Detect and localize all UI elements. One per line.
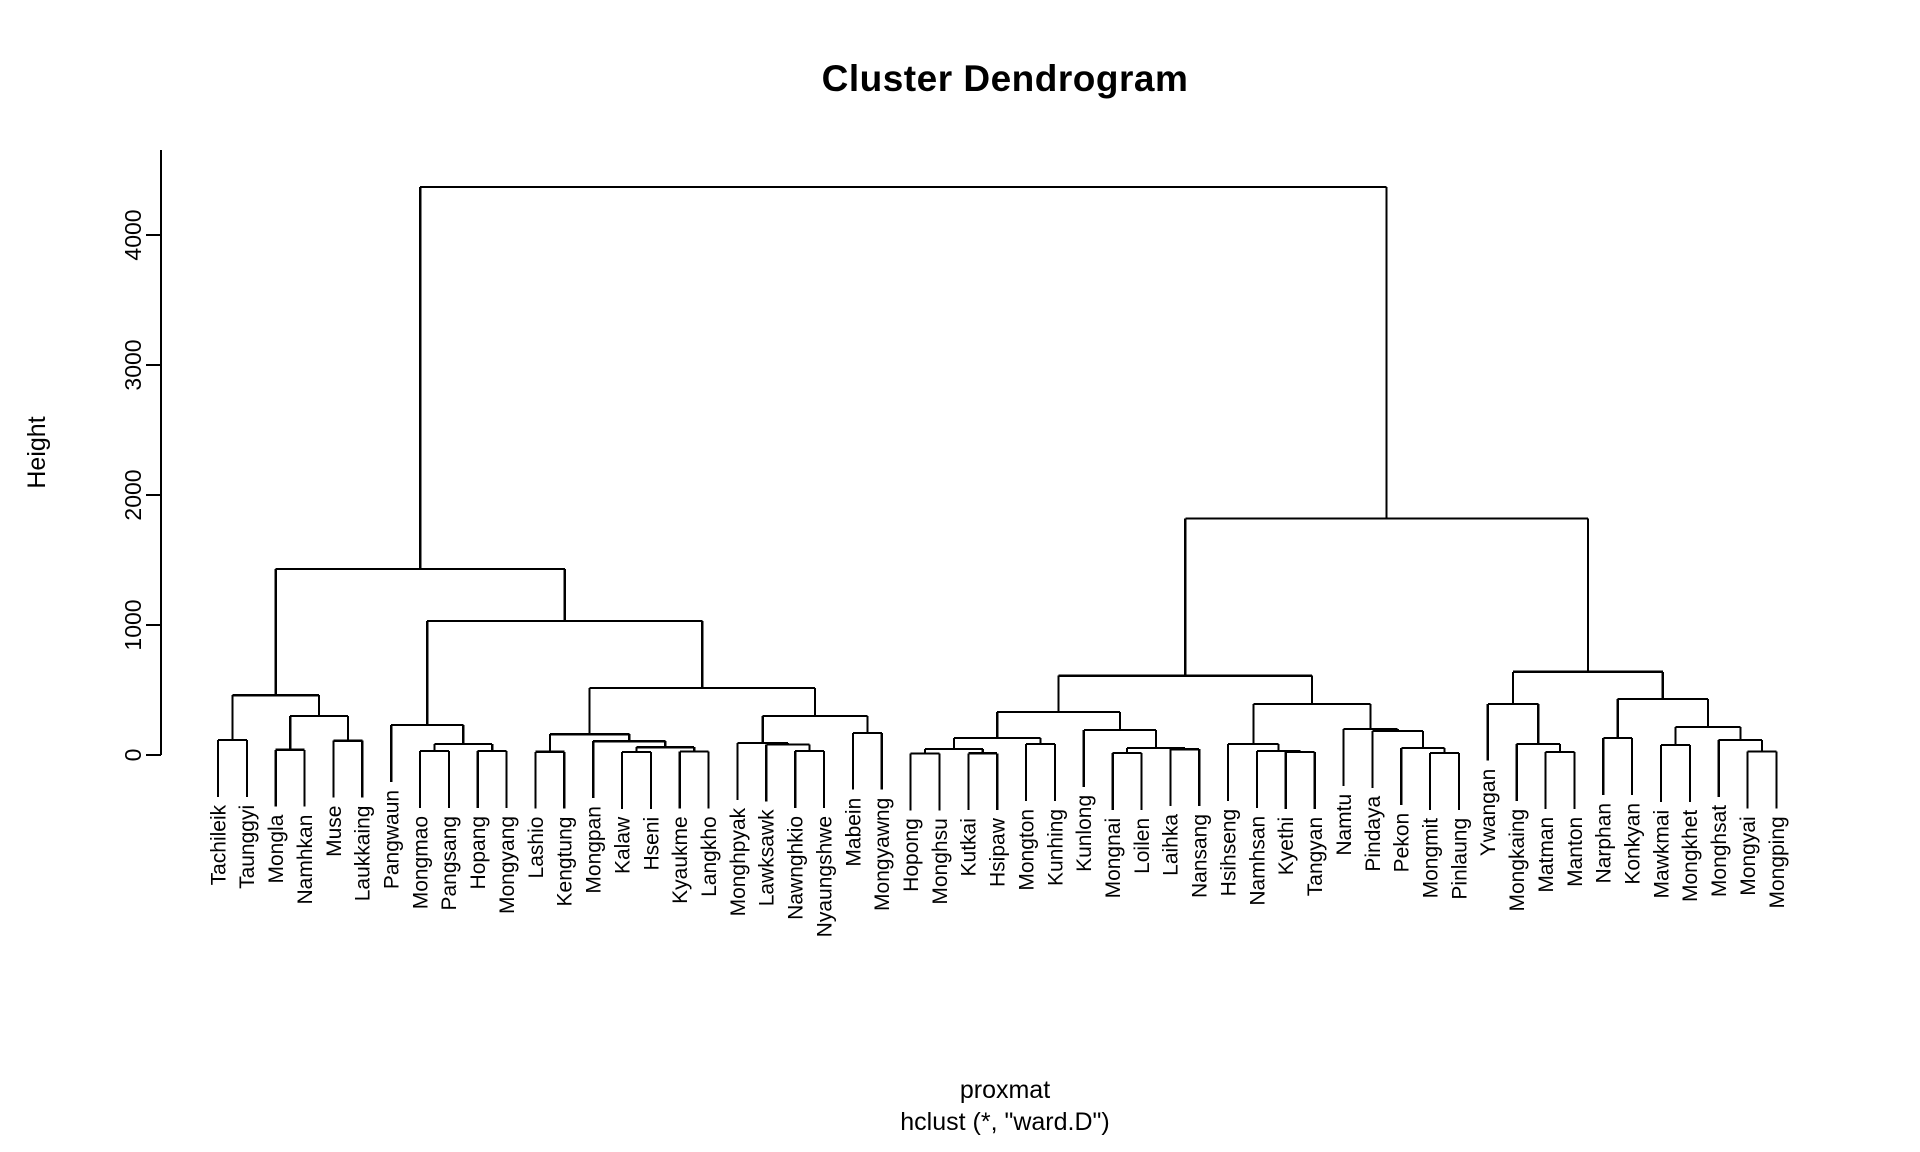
leaf-label: Narphan	[1593, 803, 1616, 884]
leaf-label: Pangwaun	[381, 790, 404, 889]
leaf-label: Lashio	[525, 817, 548, 879]
leaf-label: Hopang	[467, 816, 490, 890]
leaf-label: Mongkhet	[1679, 810, 1702, 902]
leaf-label: Mongkaing	[1506, 809, 1529, 912]
leaf-label: Lawksawk	[756, 809, 779, 906]
leaf-label: Mongyang	[496, 816, 519, 914]
leaf-label: Pekon	[1391, 813, 1414, 873]
leaf-label: Namhkan	[294, 815, 317, 905]
leaf-label: Nyaungshwe	[813, 816, 836, 937]
leaf-label: Kengtung	[554, 817, 577, 907]
chart-title: Cluster Dendrogram	[821, 58, 1189, 99]
leaf-label: Mongyawng	[871, 798, 894, 911]
leaf-label: Kutkai	[958, 818, 981, 876]
y-tick-label: 4000	[120, 209, 146, 260]
leaf-label: Kalaw	[611, 816, 634, 874]
leaf-label: Mabein	[842, 798, 865, 867]
y-tick-label: 0	[120, 749, 146, 762]
leaf-label: Monghsat	[1708, 805, 1731, 897]
leaf-label: Pinlaung	[1448, 818, 1471, 900]
leaf-label: Mongla	[265, 814, 288, 883]
leaf-label: Mongping	[1766, 816, 1789, 908]
leaf-label: Mongton	[1015, 809, 1038, 891]
leaf-label: Monghsu	[929, 818, 952, 904]
leaf-label: Tachileik	[207, 804, 230, 885]
leaf-label: Muse	[323, 806, 346, 857]
y-axis-title: Height	[23, 416, 51, 488]
xlabel-line2: hclust (*, "ward.D")	[900, 1108, 1110, 1136]
leaf-label: Namhsan	[1246, 816, 1269, 906]
y-tick-label: 2000	[120, 469, 146, 520]
leaf-label: Mawkmai	[1650, 810, 1673, 899]
leaf-label: Namtu	[1333, 794, 1356, 856]
leaf-label: Kyethi	[1275, 817, 1298, 875]
leaf-label: Pindaya	[1362, 795, 1385, 871]
leaf-label: Matman	[1535, 817, 1558, 893]
leaf-label: Loilen	[1131, 818, 1154, 874]
leaf-label: Kyaukme	[669, 816, 692, 904]
leaf-label: Nawnghkio	[785, 816, 808, 920]
leaf-label: Mongyai	[1737, 816, 1760, 895]
leaf-label: Mongmit	[1419, 818, 1442, 899]
y-tick-label: 1000	[120, 599, 146, 650]
leaf-label: Ywangan	[1477, 769, 1500, 857]
leaf-label: Laukkaing	[352, 806, 375, 902]
leaf-label: Mongmao	[409, 816, 432, 909]
leaf-label: Tangyan	[1304, 817, 1327, 896]
leaf-label: Laihka	[1160, 814, 1183, 876]
leaf-label: Hsihseng	[1217, 809, 1240, 897]
leaf-label: Taunggyi	[236, 805, 259, 889]
leaf-label: Konkyan	[1621, 803, 1644, 885]
leaf-label: Kunlong	[1073, 795, 1096, 872]
y-tick-label: 3000	[120, 339, 146, 390]
leaf-label: Hopong	[900, 818, 923, 892]
leaf-label: Mongpan	[583, 806, 606, 894]
leaf-label: Hsipaw	[987, 817, 1010, 887]
xlabel-line1: proxmat	[959, 1076, 1051, 1104]
leaf-label: Hseni	[640, 817, 663, 871]
leaf-label: Manton	[1564, 817, 1587, 887]
leaf-label: Kunhing	[1044, 809, 1067, 886]
leaf-label: Nansang	[1189, 814, 1212, 898]
leaf-label: Monghpyak	[727, 807, 750, 916]
leaf-label: Pangsang	[438, 816, 461, 911]
leaf-label: Langkho	[698, 816, 721, 897]
leaf-label: Mongnai	[1102, 818, 1125, 899]
